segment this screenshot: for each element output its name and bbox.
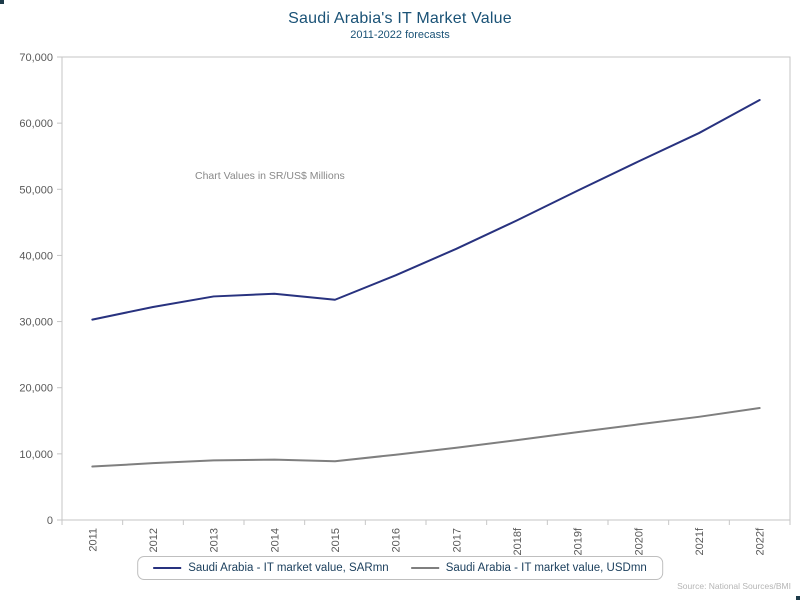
- svg-text:60,000: 60,000: [19, 118, 53, 130]
- corner-mark-bottom-right: [796, 596, 800, 600]
- svg-text:2022f: 2022f: [755, 527, 767, 555]
- legend-item-sarmn: Saudi Arabia - IT market value, SARmn: [153, 562, 389, 574]
- legend-label-usdmn: Saudi Arabia - IT market value, USDmn: [445, 562, 647, 574]
- svg-text:50,000: 50,000: [19, 184, 53, 196]
- chart-subtitle: 2011-2022 forecasts: [350, 29, 450, 41]
- svg-text:2015: 2015: [330, 528, 342, 552]
- corner-mark-top-left: [0, 0, 4, 4]
- svg-text:2012: 2012: [148, 528, 160, 552]
- usdmn-line-swatch: [410, 567, 439, 569]
- svg-text:2019f: 2019f: [573, 527, 585, 555]
- svg-text:2013: 2013: [209, 528, 221, 552]
- svg-text:20,000: 20,000: [19, 383, 53, 395]
- chart-legend: Saudi Arabia - IT market value, SARmn Sa…: [137, 556, 663, 580]
- svg-text:10,000: 10,000: [19, 449, 53, 461]
- svg-text:0: 0: [47, 515, 53, 527]
- svg-text:2020f: 2020f: [633, 527, 645, 555]
- sarmn-line-swatch: [153, 567, 182, 569]
- svg-text:2016: 2016: [391, 528, 403, 552]
- source-credit: Source: National Sources/BMI: [677, 581, 791, 591]
- svg-text:40,000: 40,000: [19, 250, 53, 262]
- svg-text:2011: 2011: [87, 528, 99, 552]
- svg-text:70,000: 70,000: [19, 52, 53, 64]
- svg-text:2017: 2017: [451, 528, 463, 552]
- svg-text:2018f: 2018f: [512, 527, 524, 555]
- svg-text:2021f: 2021f: [694, 527, 706, 555]
- svg-text:30,000: 30,000: [19, 317, 53, 329]
- svg-text:2014: 2014: [269, 528, 281, 552]
- legend-item-usdmn: Saudi Arabia - IT market value, USDmn: [410, 562, 647, 574]
- chart-title: Saudi Arabia's IT Market Value: [288, 10, 512, 27]
- chart-units-annotation: Chart Values in SR/US$ Millions: [195, 170, 345, 182]
- legend-label-sarmn: Saudi Arabia - IT market value, SARmn: [188, 562, 389, 574]
